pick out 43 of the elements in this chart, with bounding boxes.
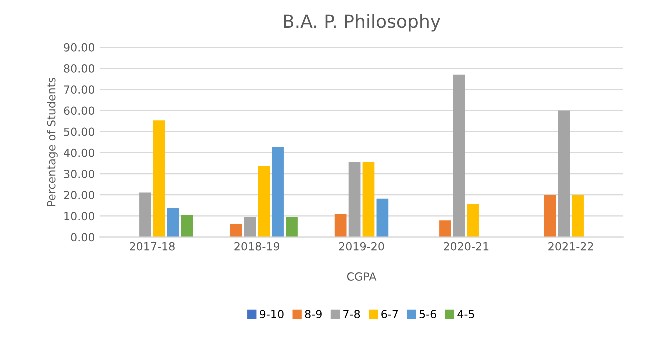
legend-label: 4-5 <box>458 310 474 319</box>
bar <box>362 162 375 238</box>
bar <box>244 217 256 238</box>
x-tick-label: 2021-22 <box>548 242 594 251</box>
y-tick-label: 70.00 <box>64 86 95 94</box>
bar <box>230 224 242 238</box>
y-tick-label: 0.00 <box>71 233 95 242</box>
legend-label: 8-9 <box>305 310 322 319</box>
bar <box>334 214 347 238</box>
bar <box>558 110 570 238</box>
bar <box>348 162 361 238</box>
y-tick-label: 90.00 <box>64 43 95 52</box>
bar <box>272 147 284 238</box>
bar <box>376 198 389 238</box>
y-tick-label: 50.00 <box>64 128 95 136</box>
bar <box>286 217 298 238</box>
legend-label: 7-8 <box>344 310 360 319</box>
y-tick-label: 80.00 <box>64 64 95 73</box>
y-tick-label: 40.00 <box>64 148 95 158</box>
x-tick-label: 2018-19 <box>234 242 280 251</box>
legend-label: 5-6 <box>420 310 436 319</box>
x-axis-title: CGPA <box>347 272 377 281</box>
bar <box>572 195 584 238</box>
bar <box>544 195 556 238</box>
legend-label: 6-7 <box>382 310 398 319</box>
y-tick-label: 30.00 <box>64 170 95 178</box>
legend-label: 9-10 <box>260 310 284 319</box>
x-tick-label: 2019-20 <box>339 242 384 251</box>
chart-title: B.A. P. Philosophy <box>284 14 441 32</box>
bar <box>440 220 452 238</box>
y-axis-title: Percentage of Students <box>47 78 58 206</box>
y-tick-label: 60.00 <box>64 106 95 116</box>
x-tick-label: 2017-18 <box>130 242 175 251</box>
bar <box>154 120 166 238</box>
bar <box>167 208 180 238</box>
bar <box>467 204 480 238</box>
bar <box>454 74 466 238</box>
bar <box>140 192 152 238</box>
bar <box>258 166 270 238</box>
y-tick-label: 10.00 <box>64 212 95 221</box>
y-tick-label: 20.00 <box>64 191 95 200</box>
bar <box>181 215 194 238</box>
x-tick-label: 2020-21 <box>444 242 489 251</box>
